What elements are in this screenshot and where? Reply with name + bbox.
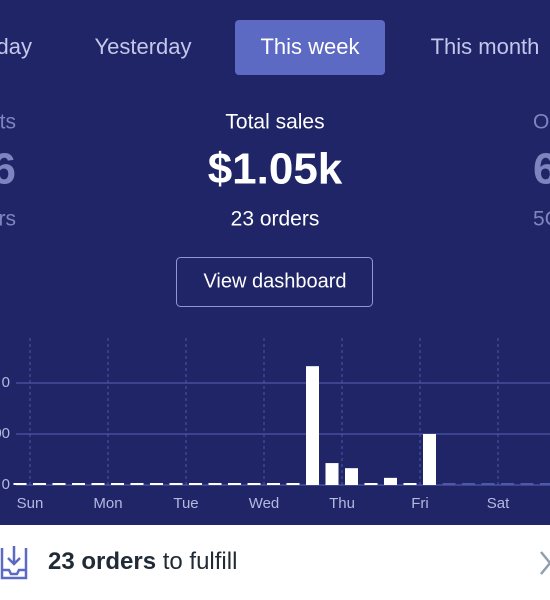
- x-tick-label: Mon: [93, 495, 122, 512]
- bar: [228, 483, 241, 485]
- bar: [169, 483, 183, 485]
- x-tick-label: Sat: [487, 495, 510, 512]
- button-border[interactable]: [176, 257, 373, 307]
- bar: [52, 483, 66, 485]
- x-tick-label: Thu: [329, 495, 355, 512]
- chevron: [540, 551, 550, 575]
- footer-label: to fulfill: [156, 548, 237, 575]
- y-tick-label: 00: [0, 425, 10, 442]
- bar: [286, 483, 300, 485]
- stat-sub: rs: [0, 208, 16, 231]
- stat-value: 6: [0, 145, 16, 194]
- stat-value: 6: [533, 145, 550, 194]
- stat-label: Total sales: [225, 111, 324, 134]
- active-tab[interactable]: [235, 20, 385, 75]
- future-slot: [481, 483, 495, 485]
- stat-label: O: [533, 111, 549, 134]
- bar: [306, 366, 319, 485]
- future-slot: [540, 483, 550, 485]
- bar: [384, 477, 397, 485]
- x-tick-label: Wed: [249, 495, 280, 512]
- x-tick-label: Sun: [17, 495, 44, 512]
- view-dashboard[interactable]: View dashboard: [203, 270, 346, 292]
- bar: [345, 468, 358, 485]
- footer-bar[interactable]: [0, 525, 550, 600]
- bar: [403, 483, 417, 485]
- future-slot: [501, 483, 514, 485]
- stat-value: $1.05k: [208, 145, 343, 194]
- bar: [111, 483, 124, 485]
- inbox-icon: [0, 546, 28, 580]
- tab[interactable]: This week: [260, 34, 360, 59]
- stat-sub: 23 orders: [231, 208, 320, 231]
- tab[interactable]: This month: [431, 34, 540, 59]
- footer-count: 23 orders: [48, 548, 156, 575]
- bar: [130, 483, 144, 485]
- y-tick-label: 0: [2, 374, 10, 391]
- bar: [247, 483, 261, 485]
- bar: [150, 483, 163, 485]
- bar: [267, 483, 280, 485]
- bar: [364, 483, 378, 485]
- bar: [423, 434, 436, 485]
- stat-sub: 5C: [533, 208, 550, 231]
- tab[interactable]: day: [0, 34, 32, 59]
- bar: [13, 483, 27, 485]
- x-tick-label: Fri: [411, 495, 429, 512]
- bar: [33, 483, 46, 485]
- footer-text[interactable]: 23 orders to fulfill: [48, 548, 237, 575]
- tab[interactable]: Yesterday: [94, 34, 191, 59]
- stat-label: ts: [0, 111, 16, 134]
- bar: [325, 463, 339, 485]
- future-slot: [520, 483, 534, 485]
- future-slot: [462, 483, 475, 485]
- bar: [208, 483, 222, 485]
- bar: [189, 483, 202, 485]
- y-tick-label: 0: [2, 476, 10, 493]
- bar: [91, 483, 105, 485]
- bar: [72, 483, 85, 485]
- x-tick-label: Tue: [173, 495, 198, 512]
- future-slot: [442, 483, 456, 485]
